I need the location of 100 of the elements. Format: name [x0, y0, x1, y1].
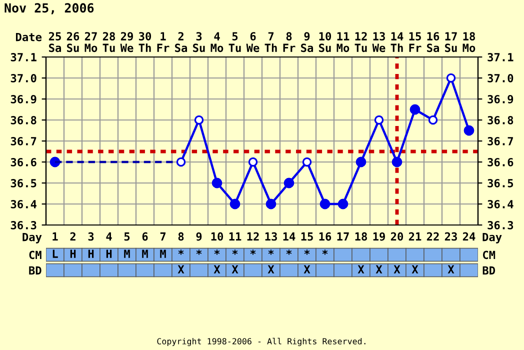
text: X [304, 265, 310, 274]
x-tick-label: 2 [70, 232, 76, 241]
y2-tick-label: BD [482, 266, 496, 274]
y-tick-label: 36.9 [10, 94, 36, 104]
x-tick-label: 19 [373, 232, 385, 241]
x-tick-label: 30 Th [138, 32, 152, 52]
text: * [196, 250, 202, 255]
x-axis-title: Date [16, 32, 42, 42]
x-tick-label: 7 [160, 232, 166, 241]
x-tick-label: 6 [142, 232, 148, 241]
y2-tick-label: 36.5 [488, 178, 514, 188]
x-tick-label: 1 [52, 232, 58, 241]
y-tick-label: CM [29, 250, 42, 260]
text: X [448, 265, 454, 274]
text: X [376, 265, 382, 274]
x-tick-label: 23 [444, 232, 457, 241]
x-tick-label: 6 We [246, 32, 260, 52]
x-tick-label: 24 [462, 232, 476, 241]
x-tick-label: 26 Su [66, 32, 80, 52]
x-tick-label: 1 Fr [157, 32, 170, 52]
x-tick-label: 28 Tu [102, 32, 115, 52]
text: X [394, 265, 400, 274]
x-tick-label: 16 [319, 232, 332, 241]
text: L [52, 250, 58, 258]
text: H [88, 250, 94, 258]
text: * [304, 250, 310, 255]
x-tick-label: 9 Sa [301, 32, 314, 52]
y-tick-label: 36.4 [10, 200, 36, 208]
x-tick-label: 9 [196, 232, 202, 241]
text: X [412, 265, 418, 274]
x-tick-label: 13 We [372, 32, 386, 52]
x-tick-label: 18 Mo [462, 32, 476, 52]
chart-title: Nov 25, 2006 [4, 3, 94, 14]
y2-tick-label: 36.8 [488, 116, 514, 124]
text: M [142, 250, 148, 258]
text: * [214, 250, 220, 255]
y-tick-label: 36.8 [10, 116, 36, 124]
text: * [232, 250, 238, 255]
text: * [178, 250, 184, 255]
x-tick-label: 11 [229, 232, 242, 241]
y2-tick-label: CM [482, 250, 496, 260]
text: M [124, 250, 130, 258]
x-tick-label: 18 [355, 232, 367, 241]
text: X [214, 265, 220, 274]
y2-tick-label: 36.3 [488, 220, 514, 230]
x-axis-title: Day [22, 232, 42, 244]
x-tick-label: 5 [124, 232, 130, 241]
y-tick-label: 37.1 [10, 52, 36, 62]
text: * [268, 250, 274, 255]
text: X [178, 265, 184, 274]
x-tick-label: 17 [337, 232, 349, 241]
x-tick-label: 10 Su [319, 32, 332, 52]
x-tick-label: 27 Mo [84, 32, 98, 52]
x-tick-label: 20 [390, 232, 404, 241]
x-tick-label: 12 [247, 232, 259, 241]
x-tick-label: 3 Su [193, 32, 205, 52]
text: X [358, 265, 364, 274]
x-tick-label: 17 Su [445, 32, 457, 52]
x-tick-label: 15 Fr [409, 32, 422, 52]
x-tick-label: 3 [88, 232, 94, 241]
y2-tick-label: 37.1 [488, 52, 514, 62]
y2-tick-label: 36.9 [488, 94, 514, 104]
y-tick-label: 36.3 [10, 220, 36, 230]
y-tick-label: 36.6 [10, 158, 36, 166]
y2-tick-label: 36.7 [488, 136, 513, 146]
x-tick-label: 25 Sa [48, 32, 62, 52]
y-tick-label: 37.0 [10, 74, 36, 82]
x-tick-label: 12 Tu [354, 32, 367, 52]
x-tick-label: 5 Tu [228, 32, 241, 52]
text: * [322, 250, 328, 255]
x-tick-label: 16 Sa [427, 32, 440, 52]
text: Copyright 1998-2006 - All Rights Reserved. [157, 338, 366, 346]
x-tick-label: 29 We [120, 32, 134, 52]
text: H [70, 250, 76, 258]
text: * [286, 250, 292, 255]
x-tick-label: 22 [426, 232, 439, 241]
text: Day [482, 232, 502, 244]
x-tick-label: 11 Mo [336, 32, 350, 52]
x-tick-label: 8 [178, 232, 184, 241]
text: * [250, 250, 256, 255]
x-tick-label: 14 Th [390, 32, 404, 52]
text: H [106, 250, 112, 258]
x-tick-label: 13 [265, 232, 277, 241]
y-tick-label: 36.5 [10, 178, 36, 188]
x-tick-label: 7 Th [264, 32, 277, 52]
text: M [160, 250, 166, 258]
x-tick-label: 21 [408, 232, 422, 241]
y-tick-label: BD [29, 266, 42, 274]
y2-tick-label: 36.6 [488, 158, 514, 166]
text: X [268, 265, 274, 274]
x-tick-label: 14 [283, 232, 296, 241]
x-tick-label: 10 [211, 232, 224, 241]
x-tick-label: 15 [301, 232, 313, 241]
y2-tick-label: 36.4 [488, 200, 514, 208]
x-tick-label: 4 [106, 232, 112, 241]
x-tick-label: 8 Fr [283, 32, 296, 52]
y2-tick-label: 37.0 [488, 74, 514, 82]
text: X [232, 265, 238, 274]
x-tick-label: 2 Sa [175, 32, 188, 52]
y-tick-label: 36.7 [10, 136, 36, 146]
